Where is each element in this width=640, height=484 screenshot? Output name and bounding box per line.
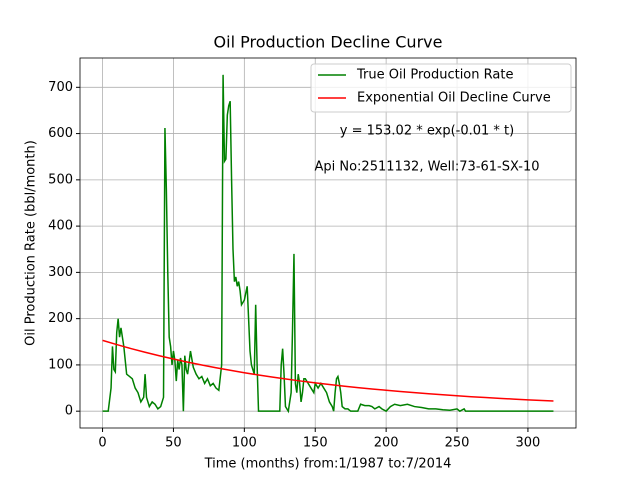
y-axis-label: Oil Production Rate (bbl/month) bbox=[24, 140, 39, 346]
data-line bbox=[102, 74, 554, 414]
legend-box bbox=[310, 63, 572, 113]
annotation: Api No:2511132, Well:73-61-SX-10 bbox=[314, 160, 539, 175]
y-tick-label: 500 bbox=[48, 172, 73, 187]
y-tick-label: 700 bbox=[48, 80, 73, 95]
y-tick-label: 200 bbox=[48, 311, 73, 326]
x-tick-label: 50 bbox=[165, 436, 182, 451]
legend-label: True Oil Production Rate bbox=[356, 68, 513, 83]
annotation: y = 153.02 * exp(-0.01 * t) bbox=[340, 124, 514, 139]
x-tick-label: 250 bbox=[445, 436, 470, 451]
y-tick-label: 100 bbox=[48, 357, 73, 372]
x-tick-label: 200 bbox=[374, 436, 399, 451]
y-tick-label: 400 bbox=[48, 219, 73, 234]
x-tick-label: 300 bbox=[516, 436, 541, 451]
data-line bbox=[102, 339, 554, 402]
x-tick-label: 100 bbox=[232, 436, 257, 451]
plot-frame bbox=[79, 57, 577, 429]
x-tick-label: 0 bbox=[98, 436, 106, 451]
y-tick-label: 300 bbox=[48, 265, 73, 280]
x-axis-label: Time (months) from:1/1987 to:7/2014 bbox=[204, 457, 452, 472]
y-tick-label: 600 bbox=[48, 126, 73, 141]
y-tick-label: 0 bbox=[65, 404, 73, 419]
legend-label: Exponential Oil Decline Curve bbox=[357, 91, 551, 106]
chart-title: Oil Production Decline Curve bbox=[214, 33, 443, 52]
x-tick-label: 150 bbox=[303, 436, 328, 451]
